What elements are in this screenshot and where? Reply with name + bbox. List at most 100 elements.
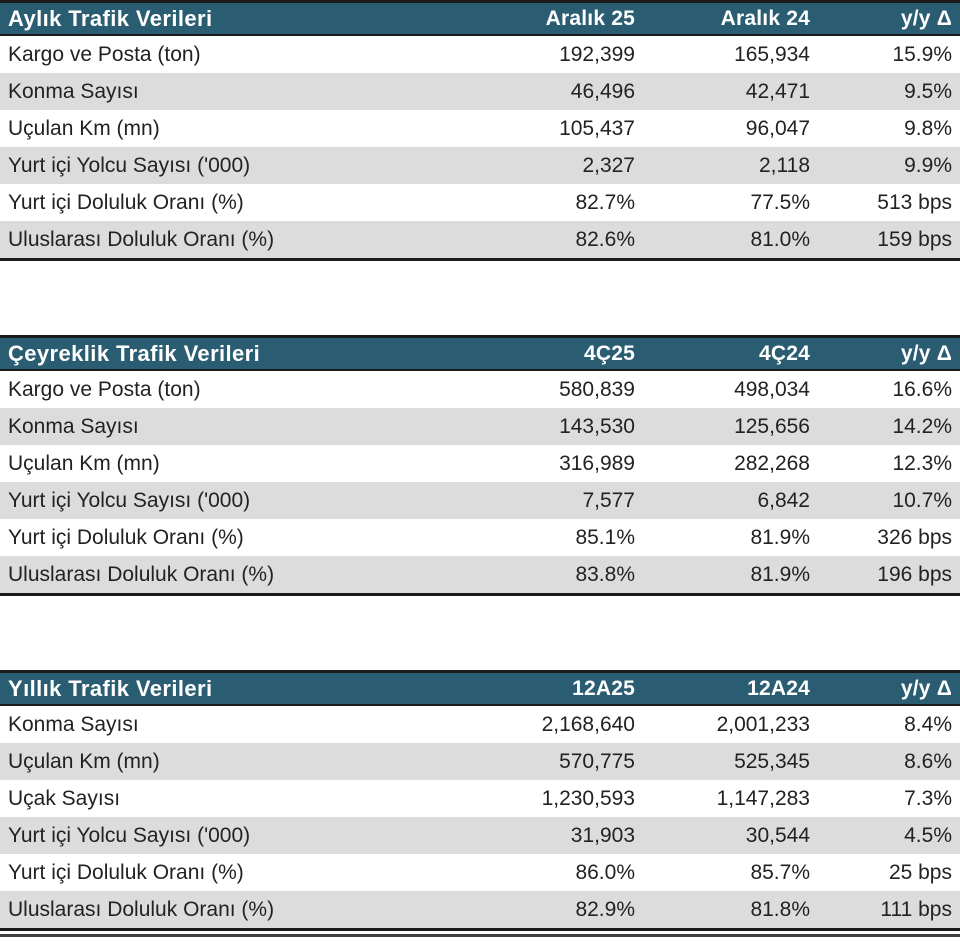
table-header-row: Aylık Trafik Verileri Aralık 25 Aralık 2… [0,3,960,36]
column-header-prior: 4Ç24 [758,341,810,365]
value-prior: 30,544 [745,823,810,847]
value-delta: 14.2% [892,414,952,438]
table-row: Konma Sayısı 143,530 125,656 14.2% [0,408,960,445]
value-prior: 282,268 [734,451,810,475]
value-current: 143,530 [559,414,635,438]
value-current: 31,903 [570,823,635,847]
value-prior: 81.8% [750,897,810,921]
metric-label: Konma Sayısı [8,414,139,438]
metric-label: Uluslarası Doluluk Oranı (%) [8,897,275,921]
traffic-table: Aylık Trafik Verileri Aralık 25 Aralık 2… [0,0,960,261]
metric-label: Uçulan Km (mn) [8,749,160,773]
value-delta: 159 bps [877,227,952,251]
metric-label: Yurt içi Doluluk Oranı (%) [8,190,244,214]
value-delta: 326 bps [877,525,952,549]
value-current: 2,327 [582,153,635,177]
value-delta: 16.6% [892,377,952,401]
table-title: Çeyreklik Trafik Verileri [8,340,261,366]
value-prior: 165,934 [734,42,810,66]
metric-label: Uçulan Km (mn) [8,451,160,475]
column-header-delta: y/y Δ [900,341,952,365]
table-header-row: Yıllık Trafik Verileri 12A25 12A24 y/y Δ [0,673,960,706]
value-delta: 4.5% [904,823,952,847]
value-prior: 2,001,233 [716,712,810,736]
table-row: Yurt içi Doluluk Oranı (%) 82.7% 77.5% 5… [0,184,960,221]
metric-label: Yurt içi Yolcu Sayısı ('000) [8,823,251,847]
column-header-prior: 12A24 [747,676,810,700]
value-delta: 10.7% [892,488,952,512]
metric-label: Kargo ve Posta (ton) [8,377,201,401]
value-prior: 498,034 [734,377,810,401]
metric-label: Kargo ve Posta (ton) [8,42,201,66]
table-row: Yurt içi Doluluk Oranı (%) 85.1% 81.9% 3… [0,519,960,556]
value-delta: 196 bps [877,562,952,586]
column-header-prior: Aralık 24 [720,6,810,30]
table-row: Uluslarası Doluluk Oranı (%) 83.8% 81.9%… [0,556,960,593]
value-prior: 125,656 [734,414,810,438]
value-prior: 77.5% [750,190,810,214]
metric-label: Uluslarası Doluluk Oranı (%) [8,227,275,251]
value-delta: 513 bps [877,190,952,214]
metric-label: Uçak Sayısı [8,786,121,810]
value-prior: 81.9% [750,525,810,549]
metric-label: Yurt içi Doluluk Oranı (%) [8,525,244,549]
table-title: Aylık Trafik Verileri [8,5,213,31]
value-prior: 81.0% [750,227,810,251]
metric-label: Uluslarası Doluluk Oranı (%) [8,562,275,586]
column-header-current: 12A25 [572,676,635,700]
value-current: 83.8% [575,562,635,586]
metric-label: Yurt içi Yolcu Sayısı ('000) [8,153,251,177]
value-current: 85.1% [575,525,635,549]
value-delta: 12.3% [892,451,952,475]
value-current: 105,437 [559,116,635,140]
table-row: Konma Sayısı 46,496 42,471 9.5% [0,73,960,110]
table-row: Uçulan Km (mn) 570,775 525,345 8.6% [0,743,960,780]
value-prior: 85.7% [750,860,810,884]
value-delta: 111 bps [880,897,952,921]
value-current: 82.6% [575,227,635,251]
value-current: 192,399 [559,42,635,66]
table-row: Yurt içi Yolcu Sayısı ('000) 7,577 6,842… [0,482,960,519]
table-row: Yurt içi Yolcu Sayısı ('000) 2,327 2,118… [0,147,960,184]
table-row: Uçulan Km (mn) 316,989 282,268 12.3% [0,445,960,482]
value-delta: 15.9% [892,42,952,66]
value-delta: 9.9% [904,153,952,177]
column-header-delta: y/y Δ [900,676,952,700]
value-current: 82.7% [575,190,635,214]
value-delta: 8.4% [904,712,952,736]
table-row: Uçulan Km (mn) 105,437 96,047 9.8% [0,110,960,147]
traffic-table: Çeyreklik Trafik Verileri 4Ç25 4Ç24 y/y … [0,335,960,596]
value-delta: 7.3% [904,786,952,810]
value-prior: 1,147,283 [716,786,810,810]
report-bottom-double-border [0,934,960,937]
metric-label: Yurt içi Yolcu Sayısı ('000) [8,488,251,512]
table-row: Uçak Sayısı 1,230,593 1,147,283 7.3% [0,780,960,817]
column-header-current: 4Ç25 [583,341,635,365]
table-row: Yurt içi Doluluk Oranı (%) 86.0% 85.7% 2… [0,854,960,891]
value-current: 570,775 [559,749,635,773]
value-delta: 9.8% [904,116,952,140]
table-row: Uluslarası Doluluk Oranı (%) 82.9% 81.8%… [0,891,960,928]
value-current: 316,989 [559,451,635,475]
value-current: 2,168,640 [541,712,635,736]
table-row: Kargo ve Posta (ton) 192,399 165,934 15.… [0,36,960,73]
value-delta: 9.5% [904,79,952,103]
traffic-table: Yıllık Trafik Verileri 12A25 12A24 y/y Δ… [0,670,960,931]
metric-label: Konma Sayısı [8,79,139,103]
value-prior: 2,118 [759,153,810,177]
table-row: Yurt içi Yolcu Sayısı ('000) 31,903 30,5… [0,817,960,854]
table-title: Yıllık Trafik Verileri [8,675,213,701]
table-body: Konma Sayısı 2,168,640 2,001,233 8.4% Uç… [0,706,960,928]
table-row: Uluslarası Doluluk Oranı (%) 82.6% 81.0%… [0,221,960,258]
metric-label: Yurt içi Doluluk Oranı (%) [8,860,244,884]
metric-label: Konma Sayısı [8,712,139,736]
table-row: Kargo ve Posta (ton) 580,839 498,034 16.… [0,371,960,408]
value-current: 46,496 [570,79,635,103]
value-current: 82.9% [575,897,635,921]
value-prior: 81.9% [750,562,810,586]
table-body: Kargo ve Posta (ton) 580,839 498,034 16.… [0,371,960,593]
value-current: 1,230,593 [541,786,635,810]
column-header-current: Aralık 25 [545,6,635,30]
table-row: Konma Sayısı 2,168,640 2,001,233 8.4% [0,706,960,743]
